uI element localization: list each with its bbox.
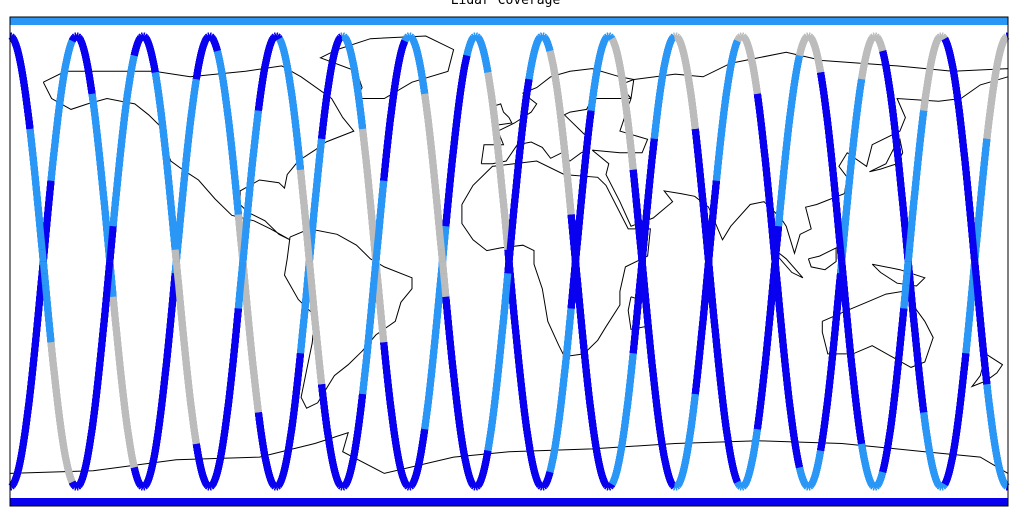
coastline-segment (319, 35, 455, 99)
lidar-ground-tracks (8, 17, 1010, 506)
coastline-segment (869, 138, 904, 173)
coastline-segment (821, 290, 934, 368)
coastline-segment (807, 247, 837, 271)
coastline-segment (461, 160, 651, 358)
map-title: Lidar Coverage (450, 0, 561, 8)
coastline-segment (871, 263, 926, 287)
coastline-segment (9, 431, 1009, 474)
